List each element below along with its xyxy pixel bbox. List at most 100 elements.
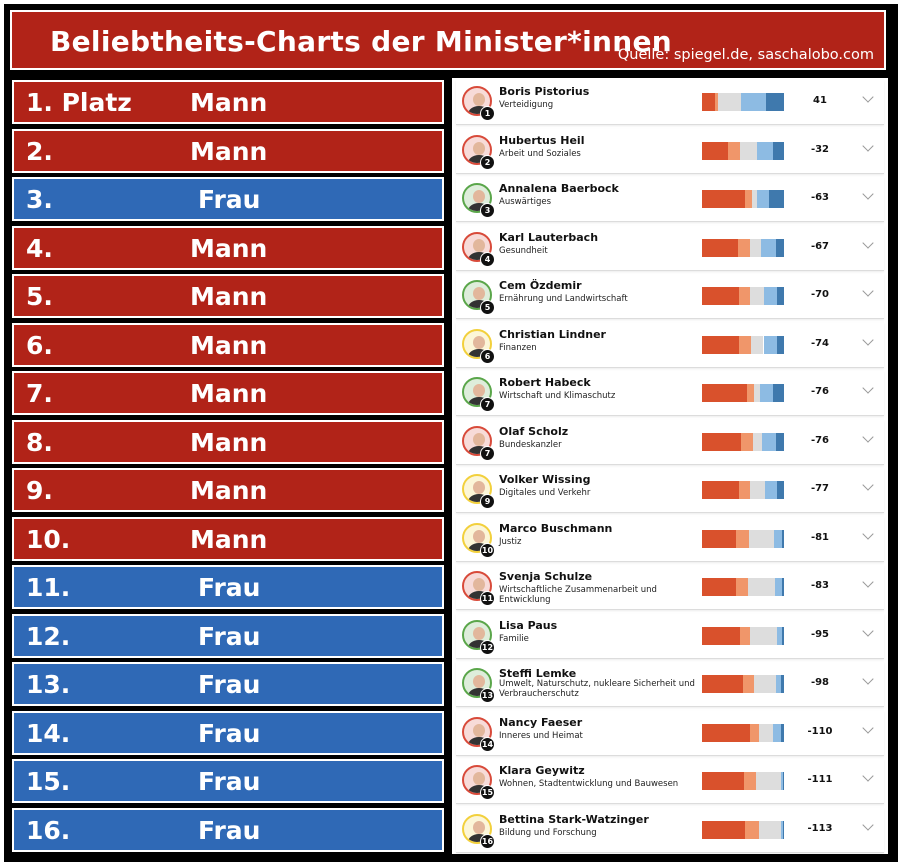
- minister-department: Familie: [499, 633, 529, 644]
- avatar-body: [468, 736, 490, 745]
- chevron-down-icon[interactable]: [862, 479, 874, 491]
- chevron-down-icon[interactable]: [862, 285, 874, 297]
- chevron-down-icon[interactable]: [862, 673, 874, 685]
- rating-bar-segment: [739, 626, 750, 645]
- rating-bar-segment: [738, 287, 750, 305]
- rating-bar-segment: [765, 93, 784, 111]
- rank-badge: 3: [480, 203, 495, 218]
- rank-gender: Mann: [190, 233, 268, 263]
- rank-row: 16. Frau: [12, 807, 444, 852]
- rating-bar-segment: [749, 626, 778, 645]
- minister-department: Wirtschaftliche Zusammenarbeit und Entwi…: [499, 585, 657, 605]
- rank-gender: Mann: [190, 476, 268, 505]
- chevron-down-icon[interactable]: [862, 139, 874, 152]
- rank-number: 1. Platz: [26, 88, 132, 117]
- rating-bar-segment: [702, 578, 737, 596]
- minister-name: Volker Wissing: [499, 473, 591, 486]
- rank-badge: 2: [480, 154, 495, 170]
- rating-bar-segment: [744, 820, 759, 839]
- minister-list: 1 Boris Pistorius Verteidigung 41 2 Hubertus …: [452, 78, 888, 854]
- avatar-body: [468, 348, 490, 357]
- avatar-body: [468, 397, 490, 405]
- rating-bar-segment: [775, 432, 784, 451]
- minister-row[interactable]: 16 Bettina Stark-Watzinger Bildung und For…: [456, 807, 884, 853]
- minister-row[interactable]: 7 Robert Habeck Wirtschaft und Klimaschutz…: [456, 371, 884, 416]
- chevron-down-icon[interactable]: [862, 818, 874, 831]
- rating-bar: [702, 238, 784, 257]
- rank-gender: Mann: [190, 427, 268, 457]
- chevron-down-icon[interactable]: [862, 624, 874, 637]
- rating-bar-segment: [702, 723, 750, 742]
- rating-bar-segment: [702, 287, 739, 305]
- minister-department: Umwelt, Naturschutz, nukleare Sicherheit…: [499, 679, 695, 699]
- minister-department: Bildung und Forschung: [499, 827, 597, 838]
- rank-number: 2.: [26, 136, 53, 166]
- chevron-down-icon[interactable]: [862, 188, 874, 200]
- minister-row[interactable]: 4 Karl Lauterbach Gesundheit -67: [456, 225, 884, 271]
- chevron-down-icon[interactable]: [862, 382, 874, 394]
- minister-department: Arbeit und Soziales: [499, 148, 581, 159]
- rating-bar-segment: [752, 432, 762, 451]
- rating-bar-segment: [743, 772, 757, 790]
- rating-bar-segment: [760, 384, 774, 402]
- rating-bar-segment: [764, 287, 777, 305]
- minister-name: Hubertus Heil: [499, 133, 585, 147]
- rating-score: -111: [807, 774, 833, 785]
- chevron-down-icon[interactable]: [862, 91, 874, 103]
- chevron-down-icon[interactable]: [862, 721, 874, 734]
- rank-number: 3.: [26, 185, 53, 214]
- rating-bar-segment: [738, 335, 752, 354]
- avatar-body: [468, 154, 490, 163]
- minister-row[interactable]: 3 Annalena Baerbock Auswärtiges -63: [456, 177, 884, 222]
- chevron-down-icon[interactable]: [862, 430, 874, 443]
- rating-bar-segment: [758, 723, 773, 742]
- minister-row[interactable]: 13 Steffi Lemke Umwelt, Naturschutz, nukle…: [456, 662, 884, 707]
- rank-badge: 7: [480, 397, 495, 412]
- rating-score: -113: [807, 822, 833, 834]
- minister-row[interactable]: 10 Marco Buschmann Justiz -81: [456, 516, 884, 562]
- minister-row[interactable]: 11 Svenja Schulze Wirtschaftliche Zusammen…: [456, 565, 884, 610]
- rank-row: 7. Mann: [12, 371, 444, 415]
- rating-bar-segment: [765, 481, 777, 499]
- minister-row[interactable]: 7 Olaf Scholz Bundeskanzler -76: [456, 419, 884, 465]
- minister-row[interactable]: 14 Nancy Faeser Inneres und Heimat -110: [456, 710, 884, 756]
- rank-number: 10.: [26, 524, 71, 554]
- rank-gender: Mann: [190, 282, 268, 311]
- minister-department: Auswärtiges: [499, 197, 552, 207]
- minister-row[interactable]: 1 Boris Pistorius Verteidigung 41: [456, 80, 884, 125]
- minister-row[interactable]: 12 Lisa Paus Familie -95: [456, 613, 884, 659]
- rating-bar-segment: [728, 141, 740, 160]
- chevron-down-icon[interactable]: [862, 770, 874, 782]
- rank-badge: 7: [480, 445, 495, 461]
- minister-name: Olaf Scholz: [499, 424, 569, 438]
- chevron-down-icon[interactable]: [862, 527, 874, 540]
- chevron-down-icon[interactable]: [862, 236, 874, 249]
- rating-score: -76: [810, 434, 830, 446]
- minister-department: Inneres und Heimat: [499, 730, 583, 741]
- rank-gender: Mann: [190, 136, 268, 166]
- rating-bar-segment: [774, 529, 782, 548]
- avatar-body: [468, 785, 490, 793]
- minister-row[interactable]: 15 Klara Geywitz Wohnen, Stadtentwicklung …: [456, 759, 884, 804]
- chevron-down-icon[interactable]: [862, 576, 874, 588]
- rating-bar-segment: [747, 384, 755, 402]
- rank-row: 13. Frau: [12, 662, 444, 706]
- rating-bar-segment: [749, 287, 765, 305]
- avatar-body: [468, 300, 490, 308]
- rating-bar-segment: [702, 384, 748, 402]
- rating-score: -98: [810, 677, 830, 688]
- minister-row[interactable]: 9 Volker Wissing Digitales und Verkehr -77: [456, 468, 884, 513]
- minister-name: Christian Lindner: [499, 327, 606, 341]
- rating-bar-segment: [741, 432, 753, 451]
- rating-bar: [702, 190, 784, 208]
- rank-row: 9. Mann: [12, 468, 444, 512]
- chevron-down-icon[interactable]: [862, 333, 874, 346]
- rating-bar: [702, 93, 784, 111]
- rank-gender: Frau: [198, 670, 261, 699]
- rank-number: 15.: [26, 767, 71, 796]
- minister-row[interactable]: 2 Hubertus Heil Arbeit und Soziales -32: [456, 128, 884, 174]
- minister-row[interactable]: 5 Cem Özdemir Ernährung und Landwirtschaft…: [456, 274, 884, 319]
- minister-row[interactable]: 6 Christian Lindner Finanzen -74: [456, 322, 884, 368]
- rating-bar-segment: [752, 190, 757, 208]
- avatar-head: [473, 141, 485, 155]
